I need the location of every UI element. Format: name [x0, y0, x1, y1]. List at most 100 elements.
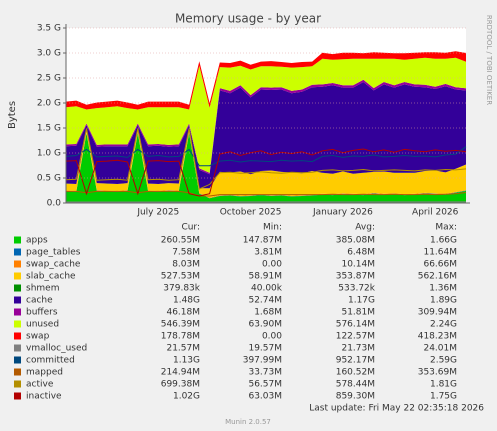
- legend-stat: 21.73M: [341, 344, 375, 354]
- legend-stat: 527.53M: [161, 272, 200, 282]
- legend-stat: 7.58M: [172, 248, 200, 258]
- legend-swatch: [14, 392, 21, 400]
- area: [66, 51, 466, 110]
- legend-stat: 562.16M: [418, 272, 457, 282]
- legend-stat: 2.24G: [430, 320, 457, 330]
- legend-stat: 1.89G: [430, 296, 457, 306]
- legend-stat: 576.14M: [336, 320, 375, 330]
- legend-stat: 699.38M: [161, 380, 200, 390]
- legend-swatch: [14, 308, 21, 316]
- legend-stat: 353.69M: [418, 368, 457, 378]
- y-axis-label: Bytes: [7, 101, 18, 129]
- legend-stat: 0.00: [262, 332, 282, 342]
- x-tick-label: April 2026: [412, 208, 459, 218]
- legend-stat: 0.00: [262, 260, 282, 270]
- legend-stat: 309.94M: [418, 308, 457, 318]
- legend-stat: 6.48M: [347, 248, 375, 258]
- legend-stat: 63.90M: [248, 320, 282, 330]
- legend-name: apps: [26, 236, 48, 246]
- y-tick-label: 0.0: [47, 199, 62, 209]
- legend-stat: 160.52M: [336, 368, 375, 378]
- legend-stat: 40.00k: [251, 284, 283, 294]
- legend-stat: 21.57M: [166, 344, 200, 354]
- legend-swatch: [14, 356, 21, 364]
- legend-name: inactive: [26, 392, 62, 402]
- legend-stat: 46.18M: [166, 308, 200, 318]
- legend-stat: 11.64M: [423, 248, 457, 258]
- legend-stat: 52.74M: [248, 296, 282, 306]
- side-label: RRDTOOL / TOBI OETIKER: [485, 15, 493, 105]
- last-update: Last update: Fri May 22 02:35:18 2026: [309, 404, 484, 414]
- legend-stat: 1.68M: [254, 308, 282, 318]
- legend-name: swap_cache: [26, 260, 81, 270]
- y-tick-label: 3.5 G: [37, 24, 61, 34]
- legend-stat: 385.08M: [336, 236, 375, 246]
- legend-stat: 578.44M: [336, 380, 375, 390]
- x-tick-label: January 2026: [312, 208, 373, 218]
- chart-title: Memory usage - by year: [175, 12, 321, 26]
- legend-stat: 418.23M: [418, 332, 457, 342]
- legend-stat: 214.94M: [161, 368, 200, 378]
- legend-stat: 1.02G: [173, 392, 200, 402]
- line: [65, 128, 467, 190]
- legend-stat: 10.14M: [341, 260, 375, 270]
- legend-stat: 1.13G: [173, 356, 200, 366]
- y-tick-label: 1.5 G: [37, 124, 61, 134]
- area: [66, 130, 466, 198]
- legend-name: slab_cache: [26, 272, 76, 282]
- legend-stat: 379.83k: [163, 284, 200, 294]
- legend-stat: 1.66G: [430, 236, 457, 246]
- y-tick-label: 0.5 G: [37, 174, 61, 184]
- legend-name: active: [26, 380, 54, 390]
- line: [66, 190, 467, 197]
- x-tick-label: July 2025: [136, 208, 179, 218]
- legend-swatch: [14, 320, 21, 328]
- legend-stat: 19.57M: [248, 344, 282, 354]
- legend-stat: 56.57M: [248, 380, 282, 390]
- area: [66, 57, 466, 173]
- legend-name: cache: [26, 296, 53, 306]
- legend-swatch: [14, 272, 21, 280]
- legend-stat: 1.17G: [348, 296, 375, 306]
- y-tick-label: 3.0 G: [37, 49, 61, 59]
- legend-stat: 63.03M: [248, 392, 282, 402]
- legend-swatch: [14, 380, 21, 388]
- y-tick-label: 1.0 G: [37, 149, 61, 159]
- legend-swatch: [14, 296, 21, 304]
- legend-stat: 533.72k: [338, 284, 375, 294]
- legend-name: committed: [26, 356, 75, 366]
- x-tick-label: October 2025: [220, 208, 282, 218]
- legend-stat: 1.48G: [173, 296, 200, 306]
- legend-swatch: [14, 344, 21, 352]
- legend-stat: 260.55M: [161, 236, 200, 246]
- legend-header: Max:: [435, 223, 457, 233]
- legend-header: Min:: [263, 223, 282, 233]
- legend-stat: 122.57M: [336, 332, 375, 342]
- legend-stat: 33.73M: [248, 368, 282, 378]
- legend-header: Avg:: [355, 223, 375, 233]
- legend-stat: 147.87M: [243, 236, 282, 246]
- legend-stat: 546.39M: [161, 320, 200, 330]
- legend-name: vmalloc_used: [26, 344, 87, 354]
- legend-stat: 1.81G: [430, 380, 457, 390]
- legend-swatch: [14, 332, 21, 340]
- legend-stat: 178.78M: [161, 332, 200, 342]
- legend-name: unused: [26, 320, 59, 330]
- legend-stat: 51.81M: [341, 308, 375, 318]
- legend-stat: 66.66M: [423, 260, 457, 270]
- legend-name: buffers: [26, 308, 58, 318]
- legend-name: shmem: [26, 284, 59, 294]
- legend-stat: 8.03M: [172, 260, 200, 270]
- legend-stat: 859.30M: [336, 392, 375, 402]
- legend-name: page_tables: [26, 248, 81, 258]
- legend-swatch: [14, 284, 21, 292]
- area: [66, 133, 466, 203]
- legend-stat: 952.17M: [336, 356, 375, 366]
- legend-name: mapped: [26, 368, 63, 378]
- y-tick-label: 2.0 G: [37, 99, 61, 109]
- legend-swatch: [14, 368, 21, 376]
- legend-stat: 397.99M: [243, 356, 282, 366]
- legend-header: Cur:: [181, 223, 200, 233]
